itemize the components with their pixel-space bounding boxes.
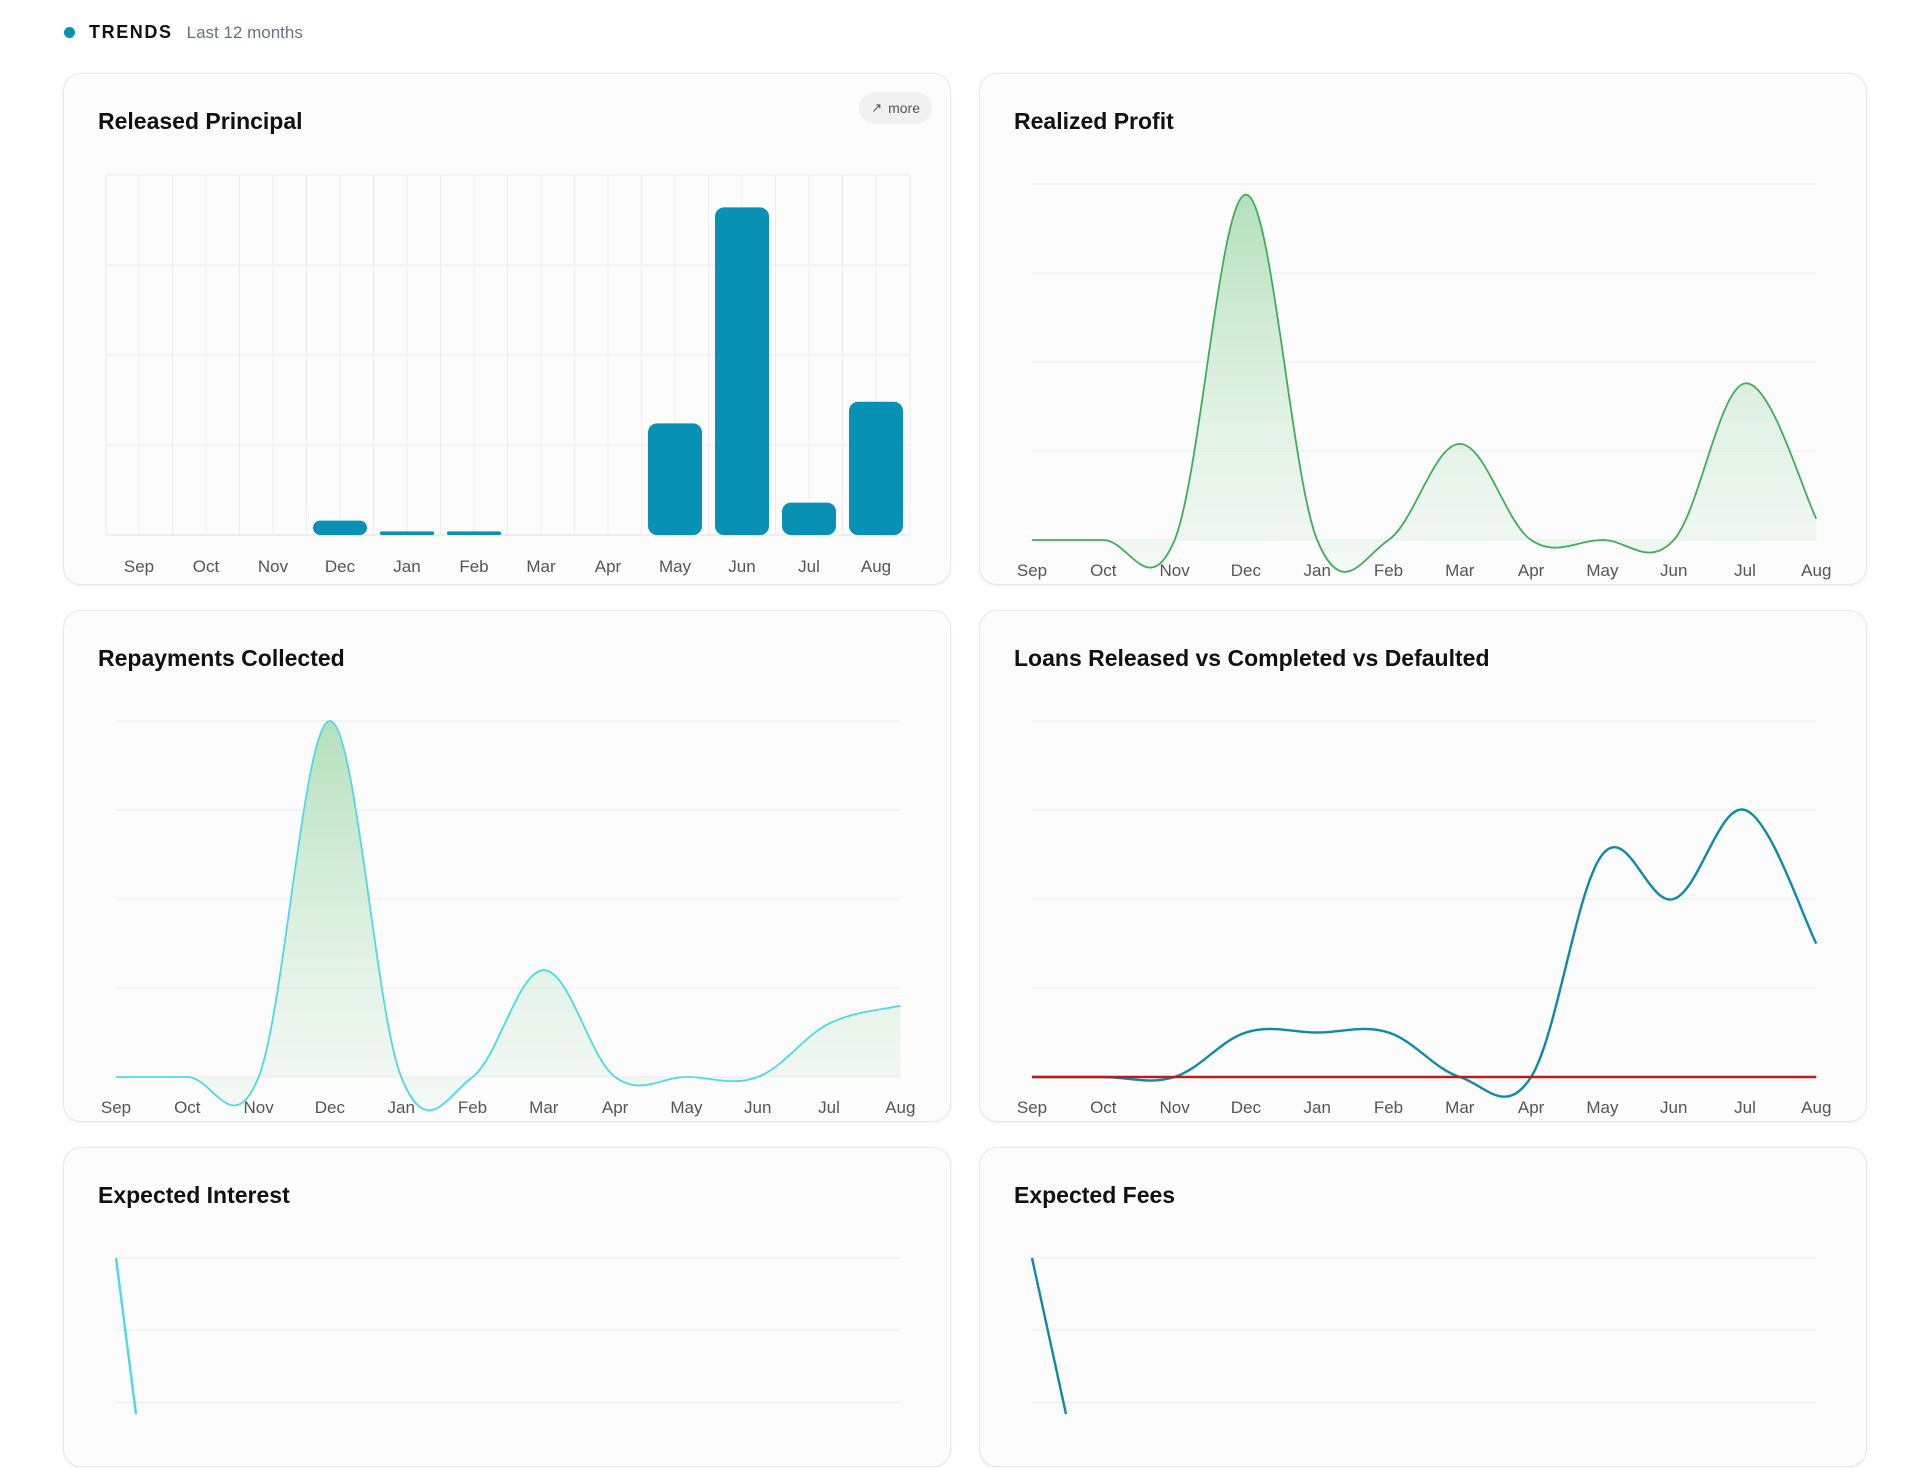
card-title: Released Principal	[98, 108, 303, 134]
expected-interest-chart	[114, 1257, 900, 1415]
bar	[782, 502, 836, 535]
released-principal-card: Released Principal ↗ more Sep Oct Nov Dec Ja…	[63, 73, 951, 585]
bar	[849, 401, 903, 535]
x-tick-label: Jan	[387, 1098, 414, 1117]
x-tick-label: Feb	[1374, 561, 1403, 580]
x-tick-label: Sep	[124, 557, 154, 576]
section-subtitle: Last 12 months	[186, 22, 303, 42]
expected-interest-card: Expected Interest	[63, 1147, 951, 1467]
loans-comparison-card: Loans Released vs Completed vs Defaulted…	[979, 610, 1867, 1122]
x-tick-label: Mar	[1445, 1098, 1475, 1117]
series-line	[1032, 808, 1818, 1098]
x-tick-label: Oct	[1090, 1098, 1117, 1117]
x-tick-label: May	[670, 1098, 703, 1117]
expected-fees-card: Expected Fees	[979, 1147, 1867, 1467]
section-title: TRENDS	[89, 22, 173, 42]
x-tick-label: Apr	[602, 1098, 629, 1117]
series-line	[1030, 1257, 1068, 1415]
x-tick-label: Apr	[595, 557, 622, 576]
x-tick-label: May	[659, 557, 692, 576]
x-tick-label: Mar	[529, 1098, 559, 1117]
x-tick-label: Jul	[1734, 561, 1756, 580]
trends-dot-icon	[64, 27, 75, 38]
card-title: Expected Interest	[98, 1182, 290, 1208]
bar	[648, 423, 702, 535]
repayments-collected-card: Repayments Collected Sep Oct Nov Dec Jan Feb M…	[63, 610, 951, 1122]
x-tick-label: Dec	[1231, 1098, 1262, 1117]
x-tick-label: Jun	[1660, 561, 1687, 580]
x-tick-label: Jul	[798, 557, 820, 576]
card-title: Expected Fees	[1014, 1182, 1176, 1208]
x-tick-label: Nov	[258, 557, 289, 576]
x-tick-label: Oct	[174, 1098, 201, 1117]
x-tick-label: Nov	[1159, 1098, 1190, 1117]
x-tick-label: Mar	[526, 557, 556, 576]
x-tick-label: Aug	[885, 1098, 915, 1117]
x-tick-label: Jul	[818, 1098, 840, 1117]
trends-header: TRENDS Last 12 months	[64, 22, 303, 43]
bar	[313, 520, 367, 535]
x-tick-label: Dec	[325, 557, 356, 576]
loans-comparison-chart: Sep Oct Nov Dec Jan Feb Mar Apr May Jun Jul Aug	[1017, 720, 1831, 1117]
x-tick-label: May	[1586, 1098, 1619, 1117]
released-principal-chart: Sep Oct Nov Dec Jan Feb Mar Apr May Jun Jul Aug	[105, 174, 911, 576]
repayments-collected-chart: Sep Oct Nov Dec Jan Feb Mar Apr May Jun Jul Aug	[101, 720, 915, 1117]
x-tick-label: Jun	[744, 1098, 771, 1117]
x-tick-label: Aug	[1801, 561, 1831, 580]
expected-fees-chart	[1030, 1257, 1816, 1415]
series-line	[116, 720, 901, 1112]
bar	[380, 531, 434, 535]
x-tick-label: Aug	[861, 557, 891, 576]
x-tick-label: Dec	[315, 1098, 346, 1117]
x-tick-label: Apr	[1518, 561, 1545, 580]
more-button[interactable]: ↗ more	[859, 92, 932, 124]
x-tick-label: Jul	[1734, 1098, 1756, 1117]
area-fill	[1032, 194, 1817, 572]
card-title: Loans Released vs Completed vs Defaulted	[1014, 645, 1490, 671]
x-tick-label: Feb	[458, 1098, 487, 1117]
card-title: Realized Profit	[1014, 108, 1174, 134]
x-tick-label: Jun	[1660, 1098, 1687, 1117]
x-tick-label: Sep	[1017, 1098, 1047, 1117]
x-tick-label: Aug	[1801, 1098, 1831, 1117]
x-tick-label: Feb	[459, 557, 488, 576]
x-tick-label: Mar	[1445, 561, 1475, 580]
series-line	[1032, 193, 1818, 573]
x-tick-label: Apr	[1518, 1098, 1545, 1117]
x-tick-label: Jan	[393, 557, 420, 576]
x-tick-label: Oct	[193, 557, 220, 576]
x-tick-label: Sep	[1017, 561, 1047, 580]
x-tick-label: Jun	[728, 557, 755, 576]
bar	[715, 207, 769, 535]
arrow-up-right-icon: ↗	[871, 100, 883, 115]
realized-profit-chart: Sep Oct Nov Dec Jan Feb Mar Apr May Jun Jul Aug	[1017, 183, 1831, 580]
x-tick-label: Jan	[1303, 1098, 1330, 1117]
x-tick-label: Oct	[1090, 561, 1117, 580]
x-tick-label: Nov	[1159, 561, 1190, 580]
x-tick-label: Feb	[1374, 1098, 1403, 1117]
realized-profit-card: Realized Profit Sep Oct Nov Dec Jan Feb Mar Apr…	[979, 73, 1867, 585]
bar	[447, 531, 501, 535]
series-line	[114, 1257, 138, 1415]
area-fill	[116, 721, 901, 1111]
x-tick-label: Dec	[1231, 561, 1262, 580]
x-tick-label: May	[1586, 561, 1619, 580]
card-title: Repayments Collected	[98, 645, 345, 671]
x-tick-label: Sep	[101, 1098, 131, 1117]
x-tick-label: Nov	[243, 1098, 274, 1117]
more-button-label: more	[888, 100, 920, 116]
x-tick-label: Jan	[1303, 561, 1330, 580]
